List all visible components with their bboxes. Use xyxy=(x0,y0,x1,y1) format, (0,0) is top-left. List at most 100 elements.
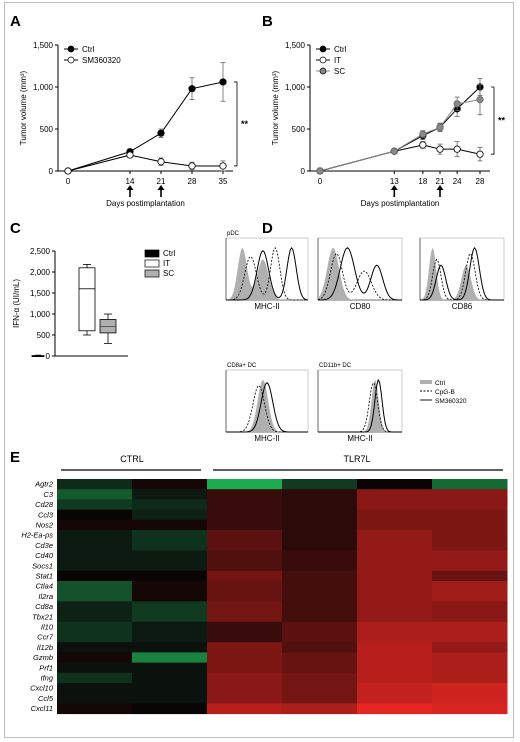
legend-label-a: Ctrl xyxy=(82,45,95,54)
treatment-arrow-head-a xyxy=(157,185,165,190)
heatmap-cell xyxy=(207,672,283,684)
y-tick-label-b: 500 xyxy=(292,125,306,134)
group-label-tlr7l: TLR7L xyxy=(343,454,370,464)
data-point-b-1 xyxy=(453,145,461,153)
histogram-frame xyxy=(317,369,403,433)
heatmap-cell xyxy=(57,683,133,694)
heatmap-cell xyxy=(57,591,133,602)
heatmap-cell xyxy=(57,550,133,562)
heatmap-cell xyxy=(282,581,358,592)
box-it xyxy=(78,267,96,332)
x-tick-label-b: 24 xyxy=(453,177,462,186)
histogram-ctrl-fill xyxy=(226,379,308,432)
legend-label-d: SM360320 xyxy=(435,398,467,405)
data-point-a-0 xyxy=(157,129,165,137)
heatmap-cell xyxy=(282,693,358,704)
data-point-b-2 xyxy=(316,167,324,175)
heatmap-cell xyxy=(432,540,508,551)
legend-swatch-d xyxy=(420,380,432,384)
x-tick-label-b: 0 xyxy=(318,177,323,186)
treatment-arrow-head-b xyxy=(436,185,444,190)
gene-label: Tbx21 xyxy=(32,612,53,621)
heatmap-cell xyxy=(132,642,208,653)
heatmap-cell xyxy=(132,519,208,531)
legend-swatch-c xyxy=(144,269,160,278)
heatmap-cell xyxy=(282,570,358,582)
heatmap-cell xyxy=(357,540,433,551)
data-point-b-2 xyxy=(436,123,444,131)
heatmap-cell xyxy=(357,601,433,613)
heatmap-cell xyxy=(132,540,208,551)
heatmap-cell xyxy=(357,530,433,541)
y-axis-label-a: Tumor volume (mm³) xyxy=(19,70,28,145)
y-tick-label-c: 1,500 xyxy=(30,289,51,298)
data-point-a-0 xyxy=(219,78,227,86)
histogram-cpgb-line xyxy=(225,247,308,301)
heatmap-cell xyxy=(132,581,208,592)
histogram-x-label: CD86 xyxy=(452,302,473,311)
heatmap-cell xyxy=(57,499,133,511)
x-axis-label-a: Days postimplantation xyxy=(106,199,185,208)
legend-swatch-c xyxy=(144,259,160,268)
y-axis-label-c: IFN-α (UI/mL) xyxy=(12,279,21,328)
heatmap-cell xyxy=(132,479,208,490)
gene-label: Stat1 xyxy=(35,572,53,581)
x-tick-label-a: 21 xyxy=(157,177,166,186)
heatmap-cell xyxy=(432,550,508,562)
heatmap-cell xyxy=(432,499,508,511)
heatmap-cell xyxy=(132,591,208,602)
heatmap-cell xyxy=(282,703,358,715)
heatmap-cell xyxy=(357,642,433,653)
gene-label: Nos2 xyxy=(35,521,53,530)
data-point-b-1 xyxy=(419,141,427,149)
heatmap-cell xyxy=(357,560,433,572)
heatmap-cell xyxy=(132,550,208,562)
heatmap-cell xyxy=(57,693,133,704)
legend-label-c: SC xyxy=(163,269,174,278)
heatmap-cell xyxy=(357,672,433,684)
gene-label: Ccl3 xyxy=(38,510,54,519)
x-tick-label-a: 35 xyxy=(219,177,228,186)
legend-marker-b xyxy=(319,67,327,75)
heatmap-cell xyxy=(207,530,283,541)
gene-label: Cd40 xyxy=(35,551,54,560)
heatmap-cell xyxy=(207,499,283,511)
heatmap-cell xyxy=(432,683,508,694)
legend-label-d: Ctrl xyxy=(435,380,446,387)
heatmap-cell xyxy=(357,581,433,592)
x-tick-label-b: 13 xyxy=(390,177,399,186)
heatmap-cell xyxy=(57,642,133,653)
x-tick-label-a: 28 xyxy=(188,177,197,186)
heatmap-cell xyxy=(282,489,358,500)
heatmap-cell xyxy=(282,550,358,562)
gene-label: Agtr2 xyxy=(34,480,54,489)
y-tick-label-b: 1,500 xyxy=(285,41,306,50)
histogram-x-label: MHC-II xyxy=(254,302,279,311)
heatmap-cell xyxy=(282,540,358,551)
heatmap-cell xyxy=(432,560,508,572)
y-tick-label-a: 1,500 xyxy=(33,41,54,50)
heatmap-cell xyxy=(132,509,208,521)
histogram-group-label: CD11b+ DC xyxy=(319,363,352,369)
heatmap-cell xyxy=(357,591,433,602)
heatmap-cell xyxy=(132,632,208,643)
heatmap-cell xyxy=(357,693,433,704)
gene-label: C3 xyxy=(43,490,53,499)
data-point-b-2 xyxy=(390,147,398,155)
y-tick-label-a: 500 xyxy=(40,125,54,134)
y-tick-label-c: 2,500 xyxy=(30,247,51,256)
heatmap-cell xyxy=(207,632,283,643)
heatmap-cell xyxy=(207,570,283,582)
data-point-b-1 xyxy=(476,150,484,158)
gene-label: Cd3e xyxy=(35,541,53,550)
heatmap-cell xyxy=(132,611,208,623)
heatmap-cell xyxy=(57,540,133,551)
heatmap-cell xyxy=(207,601,283,613)
y-tick-label-b: 1,000 xyxy=(285,83,306,92)
heatmap-cell xyxy=(282,642,358,653)
heatmap-cell xyxy=(132,601,208,613)
legend-label-d: CpG-B xyxy=(435,389,455,396)
histogram-cpgb-line xyxy=(318,382,402,433)
histogram-ctrl-fill xyxy=(318,379,402,432)
